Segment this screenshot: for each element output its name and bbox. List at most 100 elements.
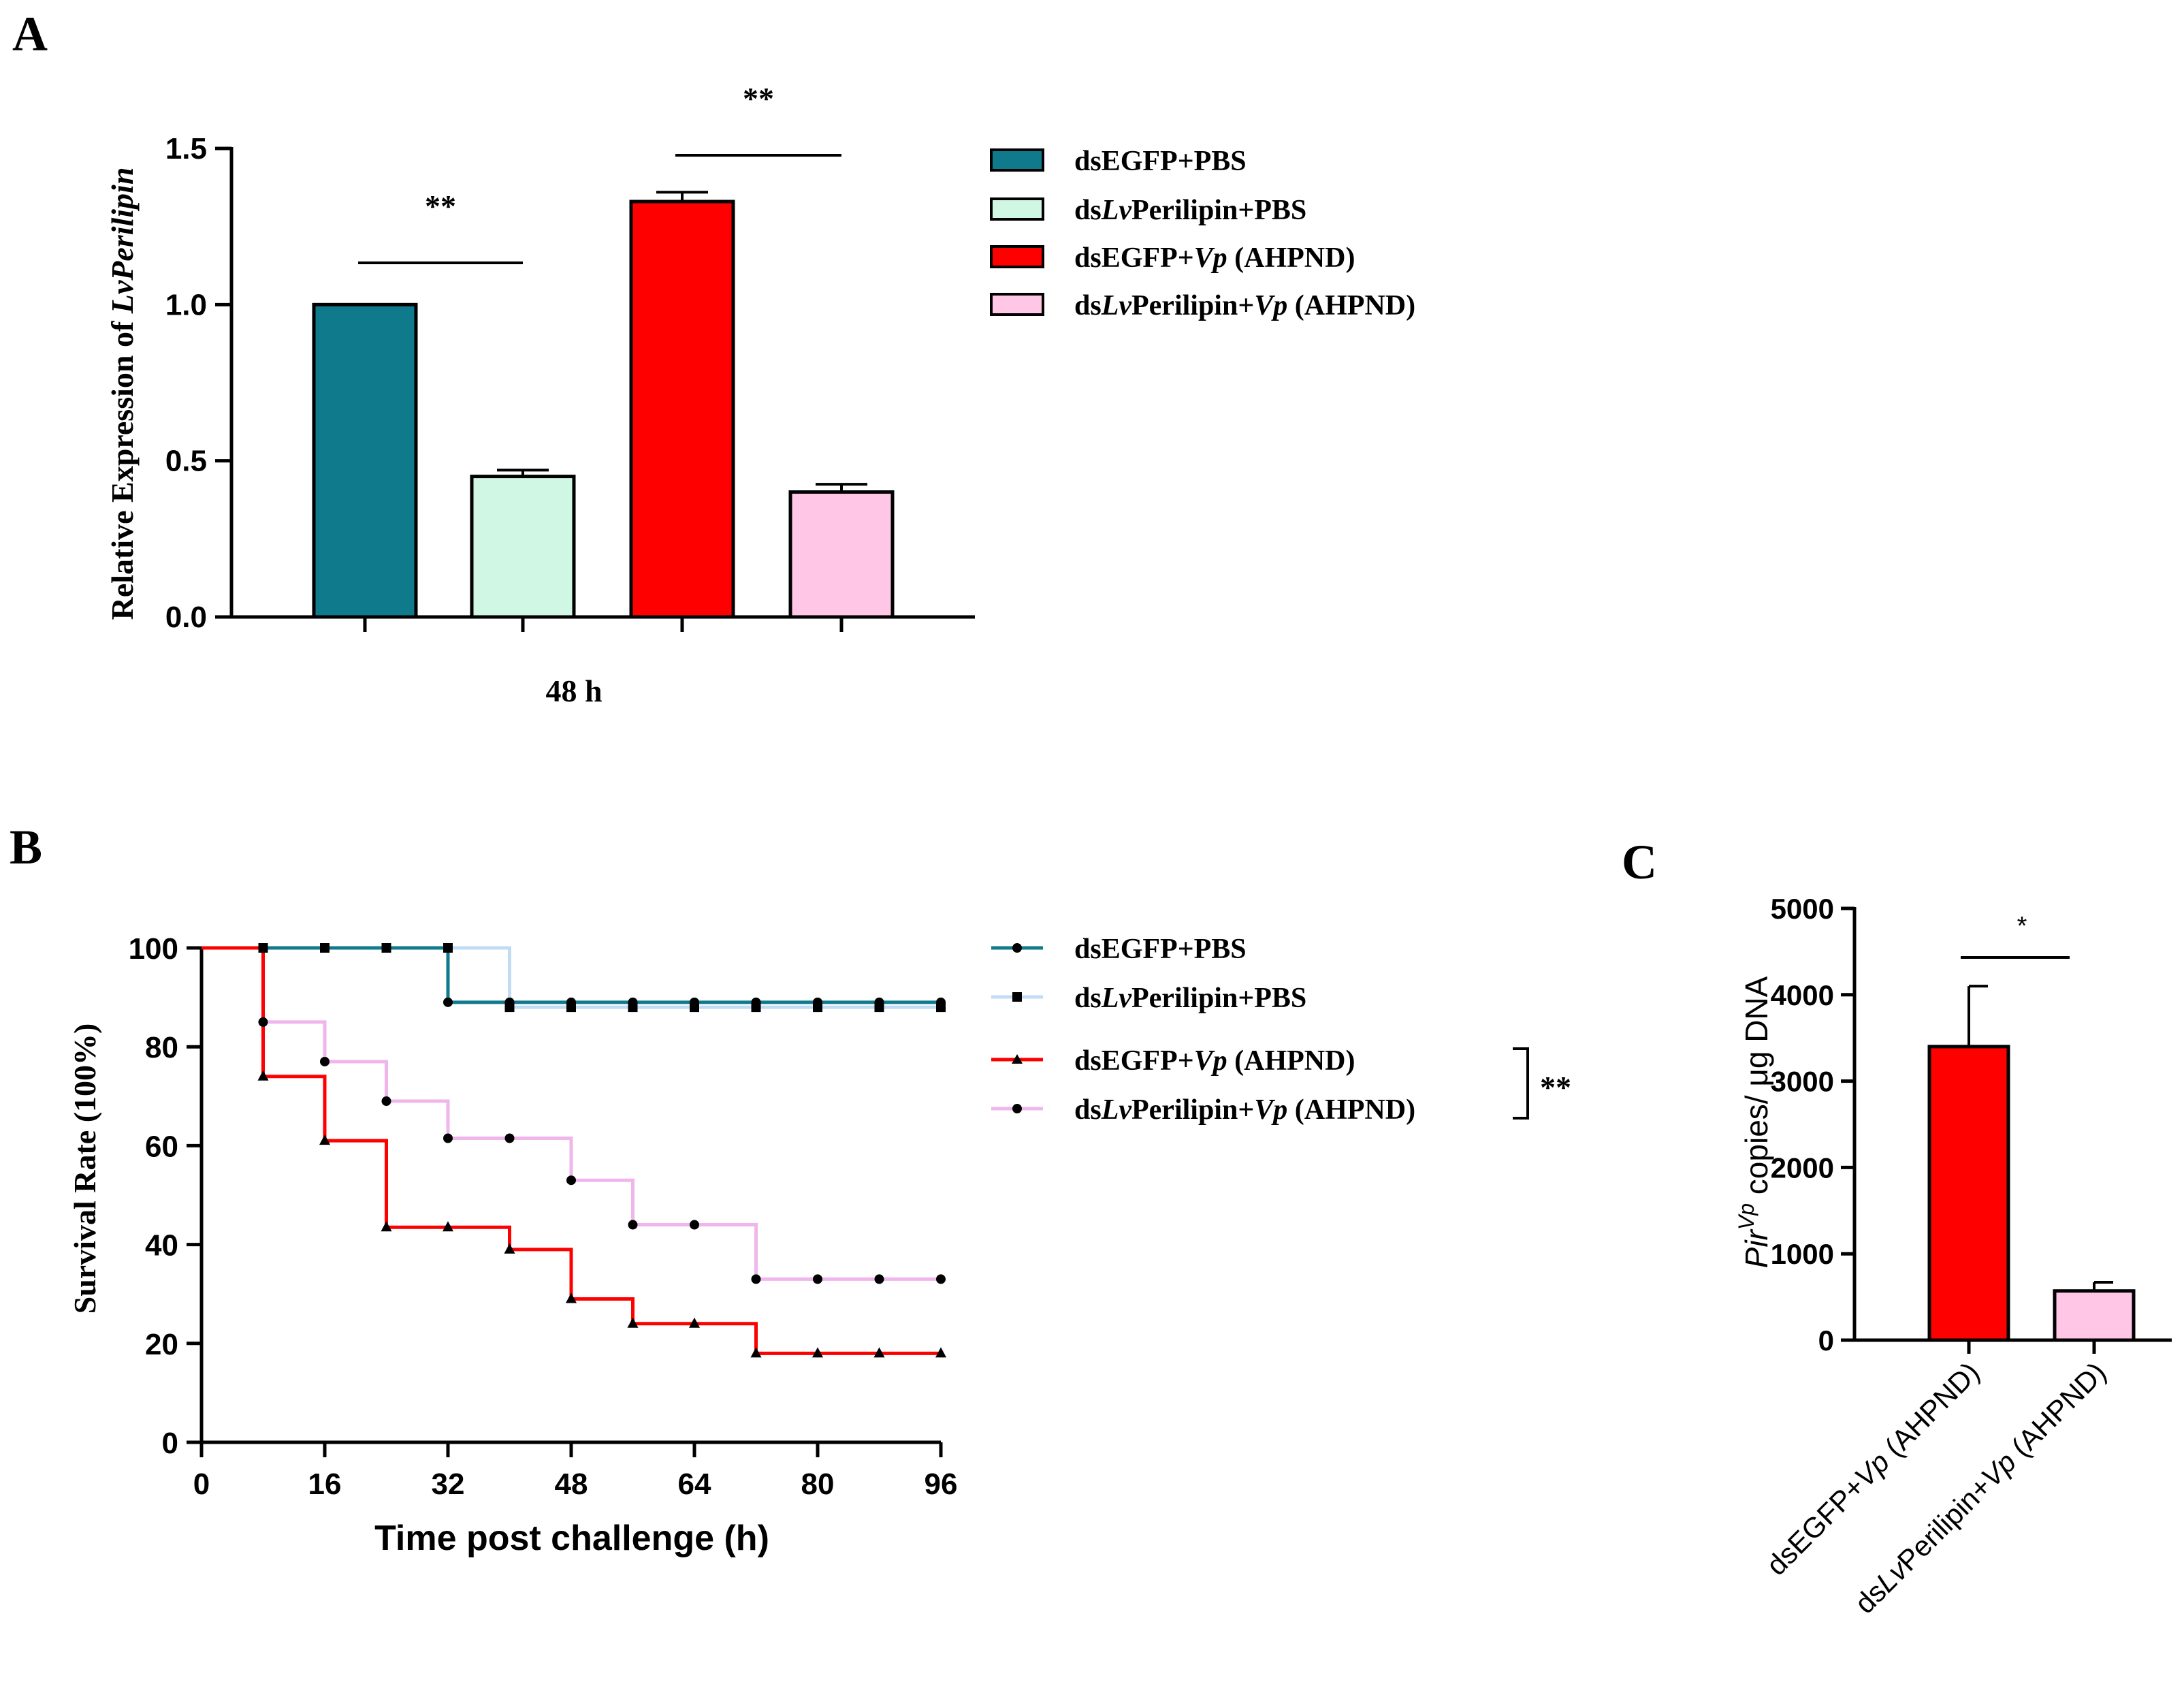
legend-a-entry-0: dsEGFP+PBS [990,146,1247,177]
legend-b-label-2: dsEGFP+Vp (AHPND) [1074,1045,1355,1077]
panel-b-series-2-point-4 [443,1221,453,1232]
panel-b-y-tick-label-5: 100 [129,932,178,966]
panel-a-x-axis-label: 48 h [545,673,602,708]
panel-c-y-tick-label-1: 1000 [1771,1238,1834,1270]
panel-b-series-3-point-3 [381,1096,391,1107]
panel-b-x-tick-label-4: 64 [678,1467,711,1501]
panel-b-series-2-point-9 [750,1347,762,1358]
panel-b-y-tick-label-4: 80 [145,1031,178,1064]
panel-c-bar-1 [2053,1289,2136,1342]
panel-b-series-2-point-12 [935,1347,946,1358]
panel-b-series-3-point-4 [443,1133,453,1143]
panel-a-significance-label-0: ** [425,189,456,223]
panel-b-y-tick-label-3: 60 [145,1130,178,1163]
legend-a-entry-2: dsEGFP+Vp (AHPND) [990,242,1355,274]
panel-a-bars [312,191,895,619]
panel-c-axes: 0 1000 2000 3000 4000 5000 [1771,893,2172,1356]
panel-b-series-0-point-2 [320,943,330,953]
panel-b-series-0-point-1 [258,943,268,953]
panel-a-bar-3 [788,490,895,619]
panel-b-series-2-point-1 [257,1070,269,1081]
legend-b-label-1: dsLvPerilipin+PBS [1074,983,1306,1014]
panel-b-x-tick-label-3: 48 [555,1467,588,1501]
legend-b-label-0: dsEGFP+PBS [1074,934,1247,965]
panel-b-series-0-point-10 [813,997,822,1007]
panel-b-x-tick-label-2: 32 [432,1467,465,1501]
panel-b-x-tick-label-0: 0 [193,1467,210,1501]
panel-b-series-0-point-7 [628,997,638,1007]
panel-b-series-3-point-10 [813,1274,822,1284]
legend-a-entry-3: dsLvPerilipin+Vp (AHPND) [990,290,1415,321]
panel-b-series-3-point-12 [936,1274,946,1284]
panel-a-y-tick-label-3: 1.5 [165,132,207,165]
legend-a-swatch-1 [990,197,1044,221]
panel-label-b: B [10,820,42,874]
legend-b-marker-2 [1012,1054,1023,1064]
panel-b-series-3-point-9 [751,1274,761,1284]
panel-b-series-0-point-8 [690,997,699,1007]
legend-a-swatch-3 [990,293,1044,316]
legend-b-marker-1 [1012,992,1022,1002]
legend-panel-a: dsEGFP+PBS dsLvPerilipin+PBS dsEGFP+Vp (… [990,146,1415,321]
panel-b-x-axis-label: Time post challenge (h) [374,1519,769,1558]
panel-b-x-tick-label-1: 16 [308,1467,342,1501]
panel-b-series-3-point-6 [566,1175,576,1186]
legend-b-entry-1: dsLvPerilipin+PBS [991,983,1306,1014]
legend-b-entry-2: dsEGFP+Vp (AHPND) [991,1045,1355,1077]
panel-label-c: C [1622,835,1657,889]
panel-b-y-tick-label-0: 0 [162,1427,178,1460]
panel-b-y-tick-label-2: 40 [145,1229,178,1263]
legend-a-label-1: dsLvPerilipin+PBS [1074,195,1306,226]
panel-c-y-axis-label: PirVp copies/ μg DNA [1734,976,1774,1268]
panel-a-y-axis-label: Relative Expression of LvPerilipin [105,168,140,620]
panel-b-series-2-point-2 [319,1134,330,1145]
panel-b-series-2-point-11 [873,1347,885,1358]
legend-a-swatch-0 [990,148,1044,172]
panel-b-series-0-point-4 [443,997,453,1007]
panel-b-y-axis-label: Survival Rate (100%) [67,1024,102,1314]
panel-a-y-tick-label-0: 0.0 [165,601,207,634]
panel-b-series-2-point-8 [689,1317,700,1328]
panel-b-series-3-point-7 [628,1220,638,1230]
panel-b-series-3-point-5 [504,1133,515,1143]
legend-a-swatch-2 [990,245,1044,268]
panel-b-series-2-point-6 [566,1292,577,1303]
legend-b-entry-3: dsLvPerilipin+Vp (AHPND) [991,1094,1415,1126]
panel-a-bar-2 [629,200,735,619]
legend-b-entry-0: dsEGFP+PBS [991,934,1247,965]
panel-b-series-2-point-10 [812,1347,823,1358]
panel-b-series-3-point-2 [320,1056,330,1066]
legend-b-significance-bracket [1513,1047,1529,1120]
panel-c-y-tick-label-0: 0 [1818,1324,1834,1356]
legend-b-significance-label: ** [1540,1070,1571,1105]
panel-c-y-tick-label-5: 5000 [1771,893,1834,925]
panel-b-series-0-point-3 [381,943,391,953]
panel-b-survival-lines [202,943,946,1358]
legend-b-label-3: dsLvPerilipin+Vp (AHPND) [1074,1094,1415,1126]
panel-b-series-2-point-3 [381,1221,392,1232]
panel-c-bar-0 [1927,1045,2010,1342]
panel-c-y-tick-label-4: 4000 [1771,979,1834,1011]
legend-panel-b: dsEGFP+PBS dsLvPerilipin+PBS dsEGFP+Vp (… [991,934,1571,1126]
panel-a-significance: ** ** [358,81,841,264]
panel-b: B 0 20 40 60 80 100 0 16 32 48 64 80 96 Survival Rat… [10,820,957,1558]
panel-b-series-3-point-8 [690,1220,699,1230]
panel-b-x-tick-label-6: 96 [925,1467,958,1501]
legend-a-label-3: dsLvPerilipin+Vp (AHPND) [1074,290,1415,321]
panel-label-a: A [12,7,48,61]
panel-a-significance-label-1: ** [743,81,774,116]
panel-a-y-tick-label-1: 0.5 [165,445,207,478]
panel-b-series-0-point-5 [504,997,515,1007]
panel-b-series-1-point-4 [443,943,453,953]
panel-a-bar-0 [312,302,418,619]
panel-a-y-tick-label-2: 1.0 [165,288,207,321]
panel-b-series-2-point-5 [504,1243,515,1254]
panel-b-series-2-point-7 [627,1317,639,1328]
panel-b-series-0-point-11 [874,997,884,1007]
panel-a-bar-1 [470,475,576,619]
legend-b-marker-0 [1012,943,1022,953]
panel-b-series-line-3 [202,946,941,1281]
panel-c-y-tick-label-2: 2000 [1771,1152,1834,1184]
